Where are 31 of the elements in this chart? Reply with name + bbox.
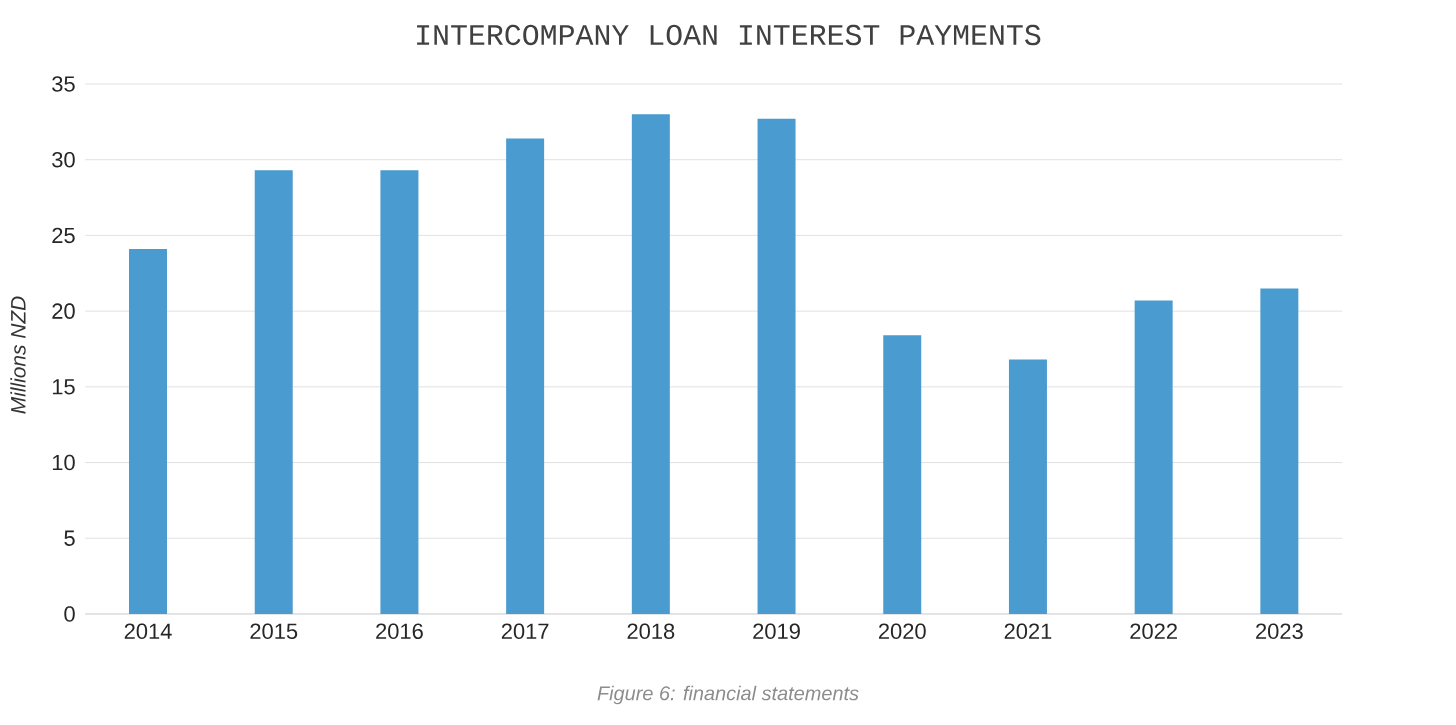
- x-tick-label: 2019: [753, 623, 800, 640]
- y-tick-label: 15: [52, 379, 75, 395]
- x-tick-label: 2021: [1004, 623, 1052, 640]
- x-tick-label: 2023: [1256, 623, 1303, 640]
- bar: [254, 170, 293, 614]
- x-tick-label: 2018: [627, 623, 675, 640]
- x-tick-label: 2016: [376, 623, 423, 640]
- y-axis-title: Millions NZD: [10, 296, 26, 414]
- bar: [883, 335, 922, 614]
- bar: [757, 118, 796, 614]
- x-tick-label: 2022: [1130, 623, 1177, 640]
- x-tick-label: 2017: [501, 623, 549, 640]
- y-tick-label: 25: [52, 227, 75, 244]
- x-tick-label: 2014: [124, 623, 172, 640]
- bar: [1260, 288, 1299, 614]
- y-tick-label: 30: [52, 151, 75, 168]
- chart-title: INTERCOMPANY LOAN INTEREST PAYMENTS: [417, 24, 1041, 46]
- caption: Figure 6: financial statements: [597, 685, 859, 705]
- bar: [1008, 359, 1047, 614]
- bar: [129, 249, 168, 614]
- y-tick-label: 0: [64, 606, 75, 622]
- y-tick-label: 35: [52, 76, 75, 92]
- bar: [506, 138, 545, 614]
- x-tick-label: 2020: [878, 623, 926, 640]
- y-tick-label: 10: [52, 454, 75, 471]
- bar: [1134, 300, 1173, 614]
- y-tick-label: 20: [52, 303, 75, 319]
- bar: [631, 114, 670, 614]
- y-tick-label: 5: [64, 530, 75, 546]
- x-tick-label: 2015: [250, 623, 298, 640]
- bar: [380, 170, 419, 614]
